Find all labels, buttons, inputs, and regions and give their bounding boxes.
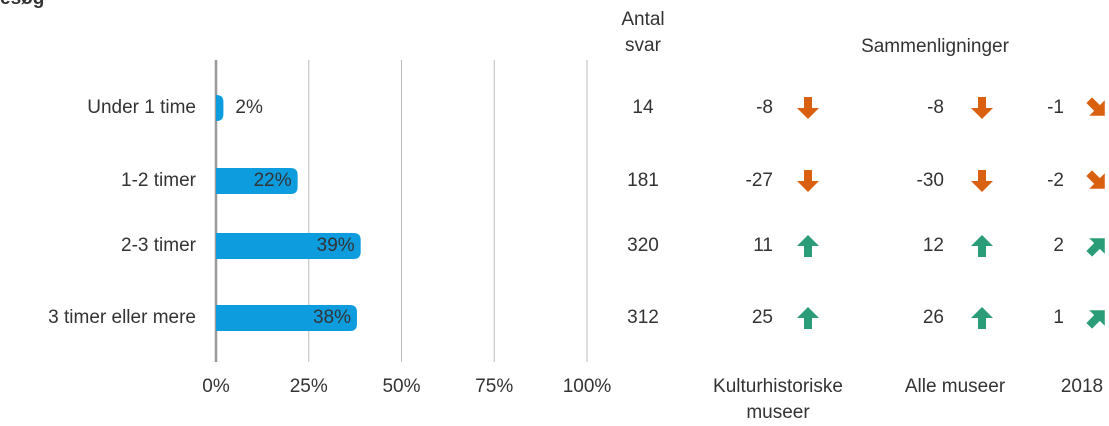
count: 312 <box>627 307 659 328</box>
bar <box>216 168 298 194</box>
count-header: svar <box>625 35 662 56</box>
data-label: 22% <box>254 170 292 191</box>
comparison-value: 1 <box>1053 307 1064 328</box>
comparison-label: Kulturhistoriske <box>713 376 843 397</box>
bar <box>216 233 361 259</box>
comparison-label: 2018 <box>1061 376 1103 397</box>
arrow <box>1086 97 1105 116</box>
arrow <box>1086 170 1105 189</box>
comparisons-title: Sammenligninger <box>861 36 1010 57</box>
arrow <box>1086 310 1105 329</box>
comparison-label: Alle museer <box>905 376 1006 397</box>
arrow <box>797 97 819 119</box>
comparison-label: museer <box>746 402 810 423</box>
comparison-value: -1 <box>1047 97 1064 118</box>
comparison-value: -30 <box>917 170 944 191</box>
count-header: Antal <box>621 9 664 30</box>
y-tick-label: 1-2 timer <box>121 170 197 191</box>
comparison-value: -8 <box>756 97 773 118</box>
comparison-value: 2 <box>1053 235 1064 256</box>
bar <box>216 305 357 331</box>
comparison-value: 26 <box>923 307 944 328</box>
y-tick-label: 2-3 timer <box>121 235 197 256</box>
arrow <box>971 307 993 329</box>
data-label: 38% <box>313 307 351 328</box>
comparison-value: 11 <box>753 235 773 256</box>
y-tick-label: Under 1 time <box>87 97 196 118</box>
bar <box>216 95 224 121</box>
arrow <box>971 97 993 119</box>
comparison-value: -8 <box>927 97 944 118</box>
comparison-value: -27 <box>746 170 773 191</box>
count: 14 <box>632 97 654 118</box>
arrow <box>1086 238 1105 257</box>
arrow <box>797 170 819 192</box>
data-label: 2% <box>235 97 263 118</box>
count: 320 <box>627 235 659 256</box>
comparison-value: -2 <box>1047 170 1064 191</box>
arrow <box>797 307 819 329</box>
x-tick-label: 100% <box>563 376 612 397</box>
arrow <box>797 235 819 257</box>
comparison-value: 12 <box>923 235 944 256</box>
x-tick-label: 0% <box>202 376 230 397</box>
count: 181 <box>627 170 659 191</box>
arrow <box>971 170 993 192</box>
y-tick-label: 3 timer eller mere <box>48 307 196 328</box>
data-label: 39% <box>317 235 355 256</box>
x-tick-label: 50% <box>382 376 420 397</box>
chart-title: esøg <box>0 0 44 9</box>
x-tick-label: 75% <box>475 376 513 397</box>
arrow <box>971 235 993 257</box>
x-tick-label: 25% <box>290 376 328 397</box>
comparison-value: 25 <box>752 307 773 328</box>
